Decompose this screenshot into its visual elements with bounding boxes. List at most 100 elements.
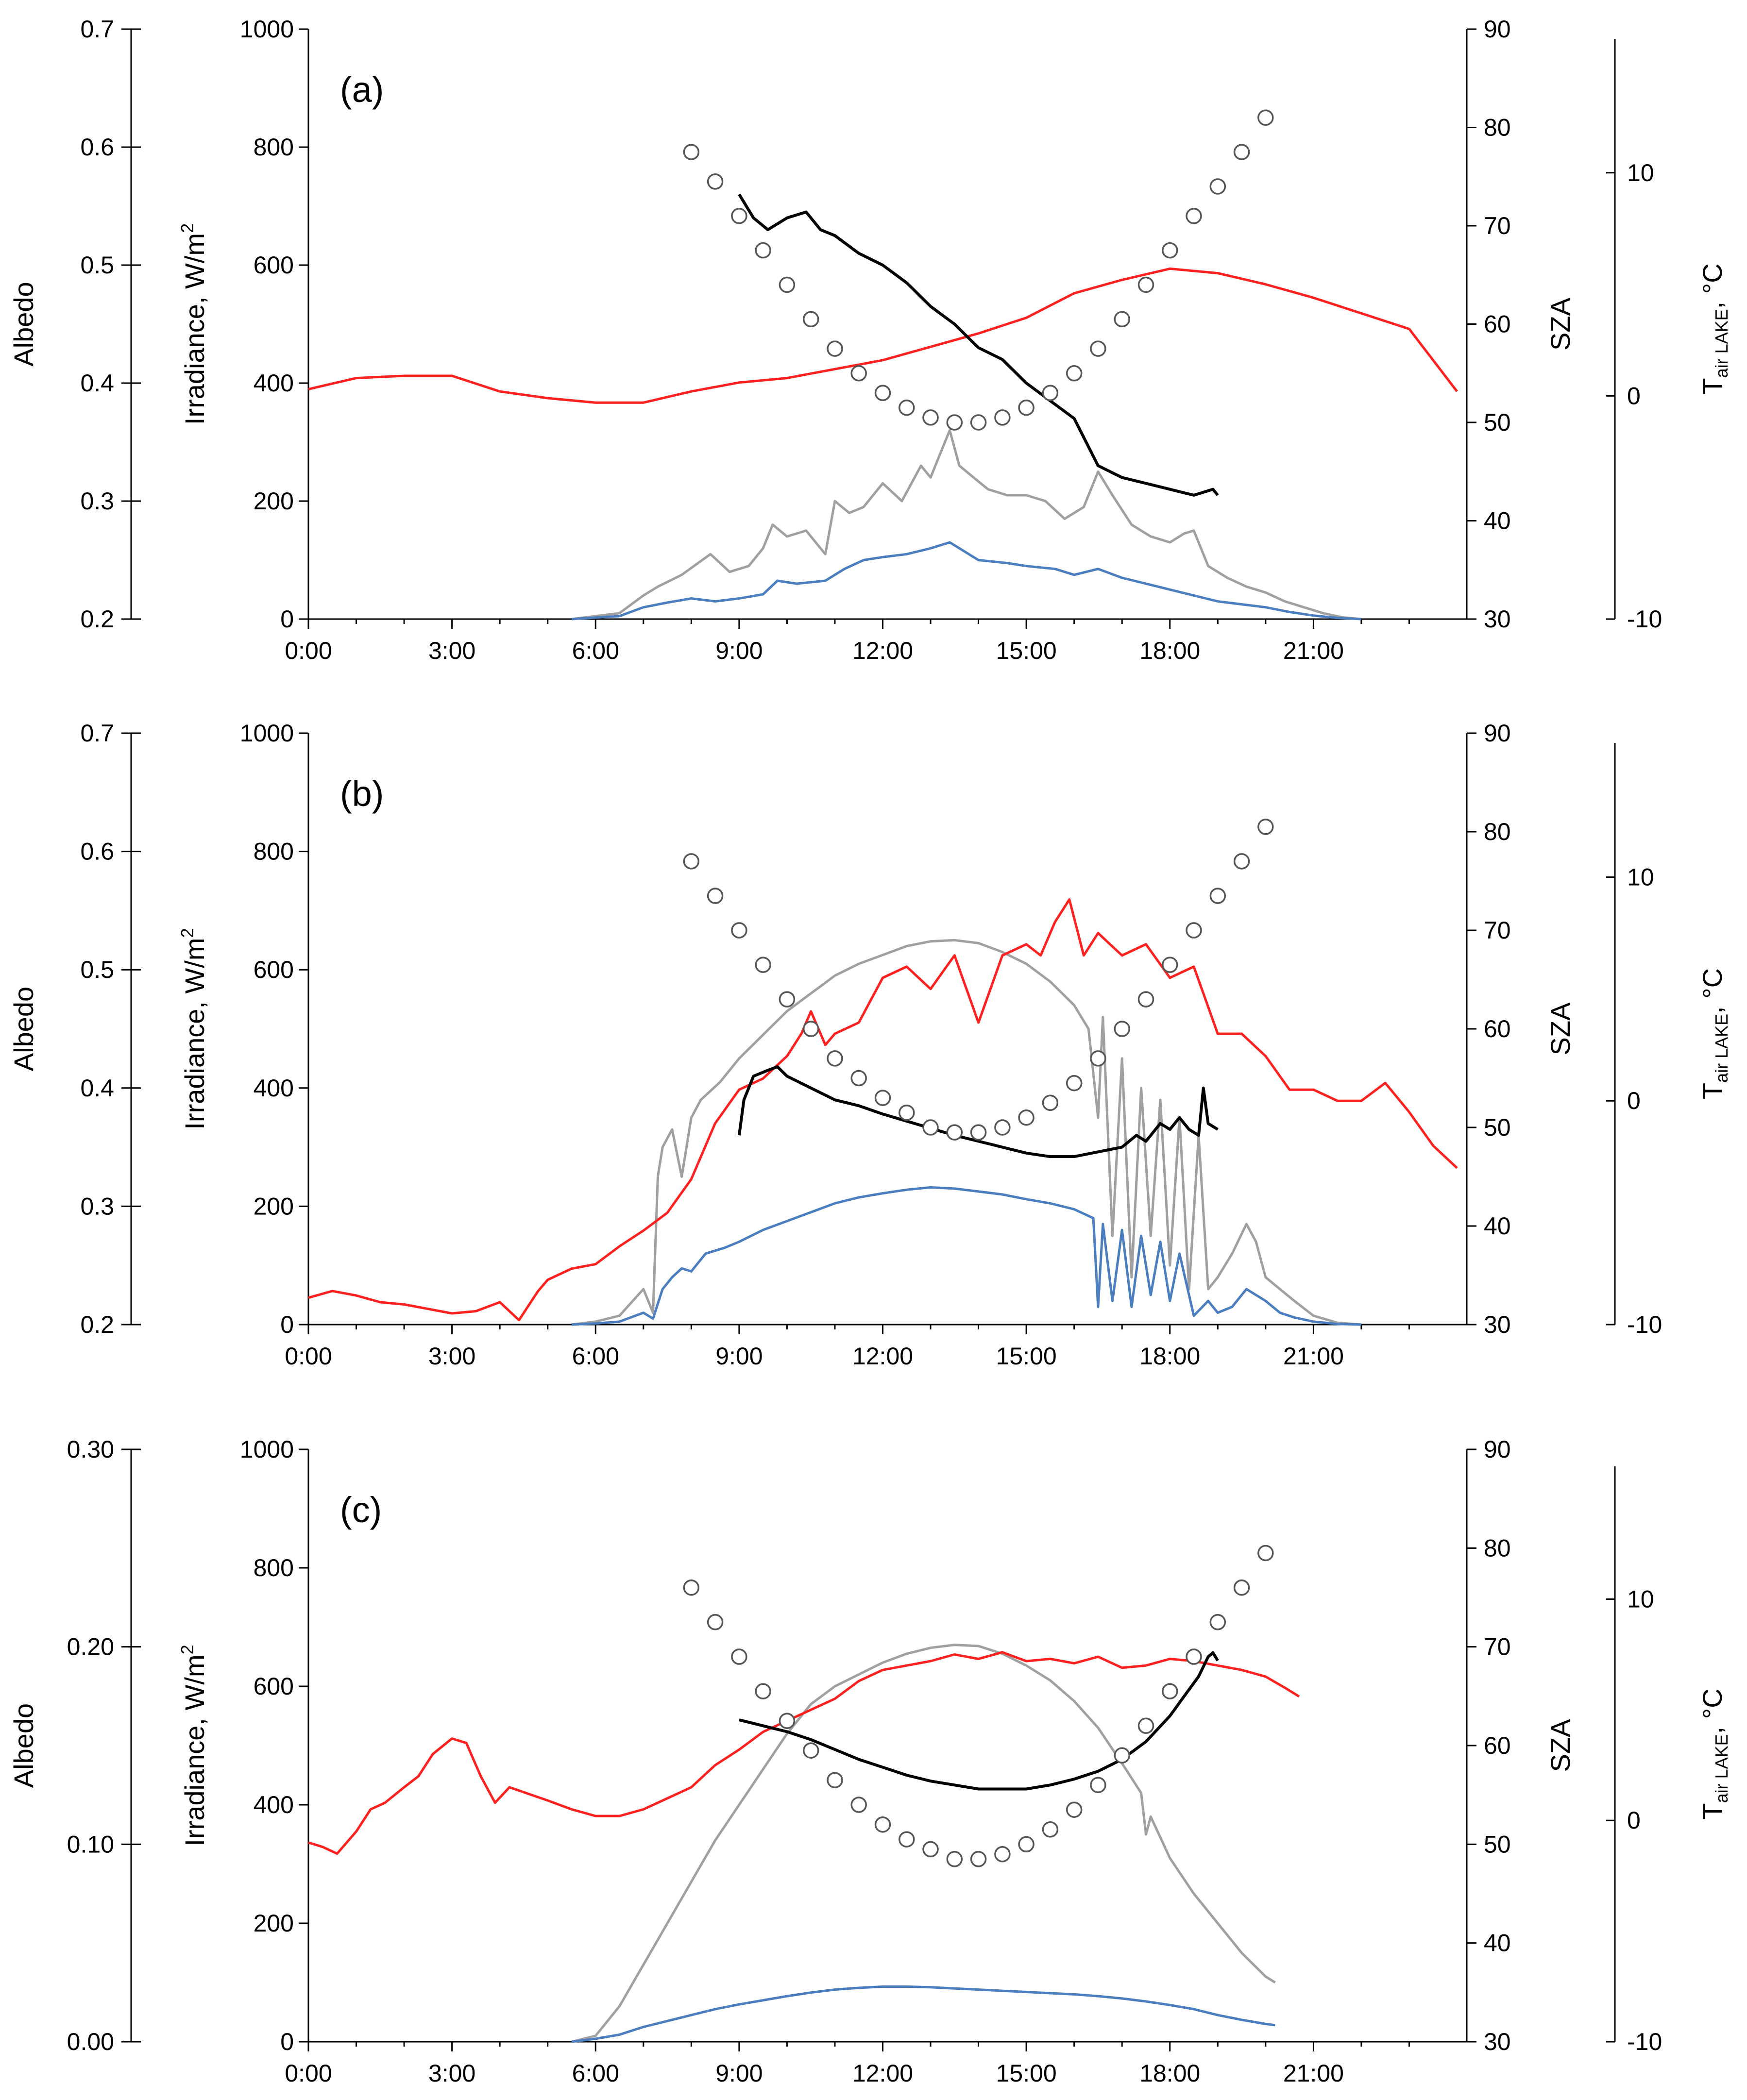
sza-point xyxy=(731,922,747,939)
irradiance-tick-label: 400 xyxy=(254,370,294,397)
sza-tick-label: 60 xyxy=(1484,1732,1511,1759)
x-axis: 0:00 3:00 6:00 9:00 12:00 15:00 18:00 21:00 xyxy=(285,618,1467,664)
irradiance-title-superscript: 2 xyxy=(177,928,197,938)
albedo-axis: 0.2 0.3 0.4 0.5 0.6 0.7 Albedo xyxy=(8,16,141,633)
temperature-axis-title: Tair LAKE, °C xyxy=(1697,263,1731,394)
sza-point xyxy=(874,1816,891,1833)
albedo-tick-label: 0.3 xyxy=(80,487,114,515)
x-tick-label: 21:00 xyxy=(1283,2060,1344,2087)
irradiance-title-superscript: 2 xyxy=(177,223,197,233)
sza-point xyxy=(707,888,724,904)
albedo-tick-label: 0.10 xyxy=(67,1831,114,1858)
albedo-axis: 0.2 0.3 0.4 0.5 0.6 0.7 Albedo xyxy=(8,720,141,1338)
sza-point xyxy=(1042,1094,1059,1111)
sza-tick-label: 70 xyxy=(1484,1633,1511,1661)
albedo-tick-label: 0.4 xyxy=(80,1075,114,1102)
sza-point xyxy=(802,1021,819,1037)
plot-series xyxy=(308,898,1458,1326)
x-tick-label: 12:00 xyxy=(852,1343,913,1370)
irradiance-tick-label: 800 xyxy=(254,1554,294,1581)
sza-point xyxy=(1186,1648,1202,1665)
albedo-tick-label: 0.7 xyxy=(80,16,114,43)
albedo-axis-title: Albedo xyxy=(8,1703,39,1788)
albedo-line xyxy=(737,1065,1219,1159)
temperature-axis: -10 0 10 Tair LAKE, °C xyxy=(1606,39,1731,633)
x-tick-label: 6:00 xyxy=(572,637,619,664)
sza-point xyxy=(1018,1109,1035,1126)
irradiance-title-text: Irradiance, W/m xyxy=(179,938,210,1129)
sza-tick-label: 70 xyxy=(1484,917,1511,944)
sza-tick-label: 80 xyxy=(1484,114,1511,141)
reflected-irradiance-line xyxy=(571,1985,1275,2043)
sza-axis-title: SZA xyxy=(1545,297,1576,351)
sza-point xyxy=(850,365,867,382)
sza-point xyxy=(922,1841,939,1858)
x-tick-label: 15:00 xyxy=(996,637,1057,664)
sza-axis: 30 40 50 60 70 80 90 SZA xyxy=(1466,1436,1576,2055)
sza-point xyxy=(683,853,700,870)
albedo-tick-label: 0.30 xyxy=(67,1436,114,1463)
sza-point xyxy=(970,1851,987,1867)
sza-point xyxy=(707,173,724,190)
albedo-tick-label: 0.20 xyxy=(67,1633,114,1661)
sza-tick-label: 60 xyxy=(1484,311,1511,338)
plot-series xyxy=(308,193,1458,621)
sza-point xyxy=(707,1614,724,1630)
sza-point xyxy=(1162,957,1178,973)
sza-point xyxy=(1186,208,1202,224)
irradiance-axis: 0 200 400 600 800 1000 Irradiance, W/m2 xyxy=(177,720,309,1338)
sza-point xyxy=(1186,922,1202,939)
global-irradiance-line xyxy=(571,939,1362,1326)
sza-point xyxy=(1137,276,1154,293)
sza-axis-title: SZA xyxy=(1545,1002,1576,1056)
sza-point xyxy=(1137,1717,1154,1734)
albedo-line xyxy=(738,193,1219,497)
sza-point xyxy=(755,957,771,973)
sza-point xyxy=(779,991,796,1008)
temperature-title-t: T xyxy=(1697,1803,1728,1819)
sza-point xyxy=(1162,1683,1178,1699)
x-tick-label: 9:00 xyxy=(715,2060,763,2087)
sza-point xyxy=(827,1050,843,1067)
sza-point xyxy=(994,1119,1011,1136)
plot-series xyxy=(308,1644,1300,2043)
sza-tick-label: 60 xyxy=(1484,1015,1511,1042)
reflected-irradiance-line xyxy=(571,1186,1361,1326)
global-irradiance-line xyxy=(571,1644,1276,2043)
irradiance-axis-title: Irradiance, W/m2 xyxy=(177,928,210,1129)
irradiance-tick-label: 400 xyxy=(254,1075,294,1102)
sza-point xyxy=(827,340,843,357)
sza-point xyxy=(899,1831,915,1848)
sza-point xyxy=(1090,340,1106,357)
temperature-tick-label: -10 xyxy=(1627,2028,1662,2055)
sza-point xyxy=(1257,109,1274,126)
sza-tick-label: 90 xyxy=(1484,720,1511,747)
irradiance-tick-label: 200 xyxy=(254,487,294,515)
x-tick-label: 0:00 xyxy=(285,2060,332,2087)
x-tick-label: 3:00 xyxy=(428,2060,475,2087)
sza-point xyxy=(1137,991,1154,1008)
x-tick-label: 18:00 xyxy=(1139,637,1200,664)
sza-tick-label: 50 xyxy=(1484,409,1511,436)
albedo-tick-label: 0.4 xyxy=(80,370,114,397)
x-tick-label: 9:00 xyxy=(715,637,763,664)
x-tick-label: 15:00 xyxy=(996,1343,1057,1370)
x-tick-label: 3:00 xyxy=(428,1343,475,1370)
x-tick-label: 18:00 xyxy=(1139,2060,1200,2087)
irradiance-tick-label: 0 xyxy=(280,605,294,633)
sza-point xyxy=(755,1683,771,1699)
sza-point xyxy=(850,1070,867,1087)
irradiance-tick-label: 800 xyxy=(254,838,294,865)
temperature-axis: -10 0 10 Tair LAKE, °C xyxy=(1606,1466,1731,2055)
albedo-tick-label: 0.2 xyxy=(80,1311,114,1338)
x-tick-label: 6:00 xyxy=(572,1343,619,1370)
albedo-tick-label: 0.6 xyxy=(80,838,114,865)
irradiance-tick-label: 600 xyxy=(254,956,294,983)
irradiance-tick-label: 0 xyxy=(280,1311,294,1338)
sza-markers xyxy=(683,109,1274,431)
sza-tick-label: 90 xyxy=(1484,16,1511,43)
sza-point xyxy=(970,414,987,431)
sza-tick-label: 30 xyxy=(1484,2028,1511,2055)
temperature-title-subscript: air LAKE xyxy=(1712,309,1731,378)
